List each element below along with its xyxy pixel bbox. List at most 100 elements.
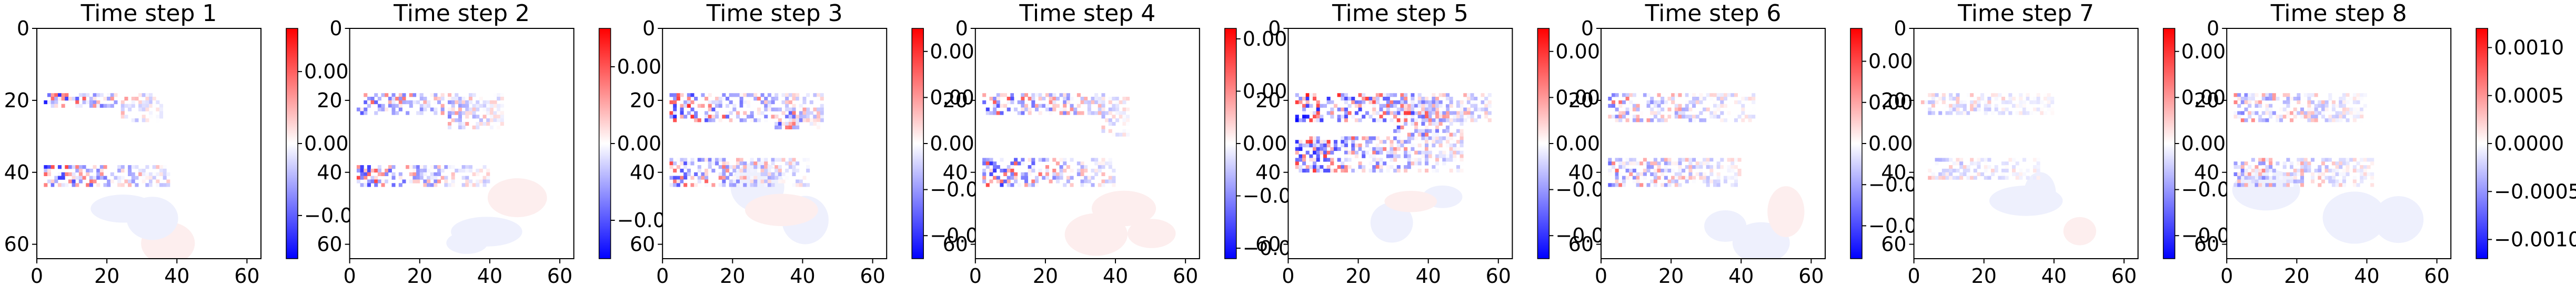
heatmap-cell [2282,161,2287,166]
heatmap-cell [2248,104,2252,108]
heatmap-cell [1326,158,1331,162]
x-tick-label: 60 [547,264,572,288]
heatmap-cell [1741,111,1745,115]
heatmap-cell [1414,136,1418,140]
heatmap-cell [423,104,427,108]
heatmap-cell [2269,107,2273,111]
heatmap-cell [1438,118,1443,123]
heatmap-cell [2015,172,2019,176]
heatmap-cell [1122,121,1126,126]
heatmap-cell [1393,136,1397,140]
heatmap-cell [1070,104,1074,108]
heatmap-cell [388,97,392,101]
heatmap-cell [669,115,673,119]
heatmap-cell [472,104,476,108]
heatmap-cell [479,97,483,101]
y-tick-label: 0 [1894,17,1906,40]
heatmap-cell [416,93,420,97]
heatmap-cell [799,111,803,115]
heatmap-cell [1632,104,1636,108]
heatmap-cell [1664,172,1668,176]
heatmap-cell [2032,107,2037,111]
heatmap-cell [1949,107,1953,111]
heatmap-cell [778,168,782,173]
heatmap-cell [458,97,462,101]
heatmap-cell [669,183,673,187]
heatmap-cell [817,125,821,130]
heatmap-cell [2328,118,2332,123]
heatmap-cell [743,104,747,108]
heatmap-cell [1608,168,1612,173]
heatmap-cell [718,104,722,108]
heatmap-cell [1727,111,1731,115]
heatmap-cell [1428,118,1432,123]
heatmap-cell [1112,176,1116,180]
heatmap-cell [2367,158,2371,162]
heatmap-cell [711,168,716,173]
heatmap-cell [54,100,58,105]
heatmap-cell [732,104,737,108]
heatmap-cell [1302,115,1306,119]
heatmap-cell [817,97,821,101]
heatmap-cell [809,121,813,126]
heatmap-cell [1984,107,1988,111]
heatmap-cell [1928,107,1932,111]
heatmap-cell [440,168,445,173]
heatmap-cell [1368,97,1373,101]
heatmap-cell [1421,115,1425,119]
heatmap-cell [1713,115,1717,119]
heatmap-cell [402,179,406,183]
heatmap-cell [1375,158,1380,162]
heatmap-cell [1632,161,1636,166]
heatmap-cell [1639,111,1644,115]
heatmap-cell [1695,165,1699,169]
heatmap-cell [1115,104,1120,108]
heatmap-cell [2297,93,2301,97]
heatmap-cell [1639,176,1644,180]
heatmap-cell [1987,100,1991,105]
heatmap-cell [1424,140,1429,144]
heatmap-cell [152,165,156,169]
heatmap-cell [370,168,375,173]
heatmap-cell [1316,158,1320,162]
heatmap-cell [1703,97,1707,101]
heatmap-cell [1970,176,1974,180]
heatmap-cell [739,107,743,111]
heatmap-cell [1657,93,1661,97]
heatmap-cell [1442,158,1446,162]
heatmap-cell [1618,115,1623,119]
heatmap-cell [1295,93,1299,97]
heatmap-cell [1390,144,1394,148]
heatmap-cell [753,165,758,169]
heatmap-cell [1671,100,1675,105]
heatmap-cell [2286,97,2290,101]
heatmap-cell [78,172,83,176]
heatmap-cell [680,158,684,162]
heatmap-cell [96,172,100,176]
heatmap-cell [406,100,410,105]
heatmap-cell [701,176,705,180]
heatmap-cell [2244,97,2248,101]
heatmap-cell [1442,150,1446,155]
heatmap-blob [1128,219,1176,248]
heatmap-cell [1010,100,1014,105]
heatmap-cell [1692,104,1696,108]
heatmap-cell [1421,150,1425,155]
heatmap-cell [142,179,146,183]
heatmap-cell [145,165,149,169]
heatmap-cell [1411,93,1415,97]
heatmap-cell [2248,93,2252,97]
heatmap-cell [2360,168,2364,173]
heatmap-cell [1723,97,1728,101]
y-tick-label: 60 [317,233,342,256]
heatmap-cell [1435,147,1440,151]
heatmap-cell [1424,168,1429,173]
heatmap-cell [683,104,688,108]
heatmap-cell [778,118,782,123]
heatmap-cell [1063,168,1067,173]
heatmap-cell [701,104,705,108]
heatmap-cell [743,179,747,183]
heatmap-cell [2335,118,2339,123]
heatmap-cell [2360,97,2364,101]
heatmap-cell [687,111,691,115]
